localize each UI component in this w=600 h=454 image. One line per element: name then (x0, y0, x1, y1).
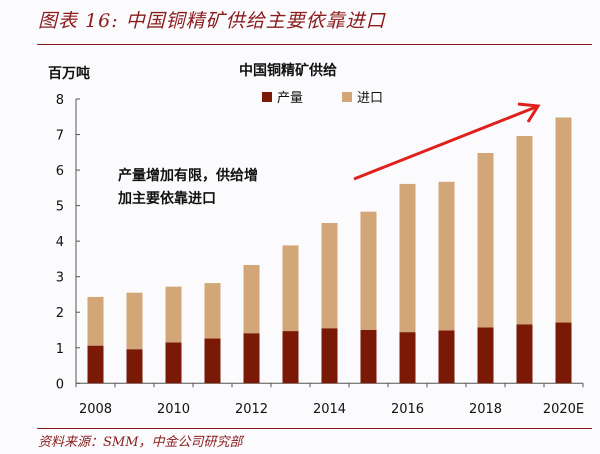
legend-label-imports: 进口 (357, 91, 383, 106)
bar-production-2012 (243, 333, 260, 384)
bar-imports-2009 (126, 292, 143, 350)
bar-production-2015 (360, 329, 377, 384)
y-tick-label: 0 (56, 377, 64, 392)
annotation-line-1: 产量增加有限，供给增 (118, 167, 258, 184)
bar-imports-2019 (516, 135, 533, 325)
y-tick-label: 1 (56, 342, 64, 357)
legend-swatch-production (262, 92, 272, 102)
bar-production-2017 (438, 330, 455, 384)
trend-arrow-line (353, 105, 537, 181)
bar-production-2011 (204, 338, 221, 384)
chart-title: 中国铜精矿供给 (239, 62, 337, 79)
bar-production-2013 (282, 331, 299, 384)
bar-imports-2008 (87, 296, 104, 346)
y-tick-label: 8 (56, 93, 64, 108)
legend: 产量 进口 (262, 91, 383, 106)
bar-production-2010 (165, 342, 182, 384)
bar-imports-2015 (360, 211, 377, 330)
x-tick-label: 2016 (391, 402, 424, 417)
legend-label-production: 产量 (277, 91, 303, 106)
bar-production-2016 (399, 332, 416, 384)
bar-imports-2018 (477, 153, 494, 328)
bar-imports-2011 (204, 283, 221, 339)
source-divider (37, 428, 592, 429)
bar-imports-2016 (399, 183, 416, 333)
y-tick-label: 4 (56, 235, 64, 250)
bar-production-2014 (321, 328, 338, 384)
title-divider (37, 44, 592, 45)
y-tick-label: 7 (56, 129, 64, 144)
source-note: 资料来源：SMM，中金公司研究部 (38, 435, 243, 450)
bar-production-2020E (555, 322, 572, 384)
y-tick-label: 5 (56, 200, 64, 215)
bar-imports-2020E (555, 117, 572, 323)
legend-swatch-imports (342, 92, 352, 102)
bar-imports-2014 (321, 223, 338, 329)
trend-arrow-head (517, 102, 541, 123)
bar-imports-2010 (165, 286, 182, 343)
bar-production-2008 (87, 345, 104, 384)
bar-production-2009 (126, 349, 143, 384)
x-tick-label: 2014 (313, 402, 346, 417)
annotation: 产量增加有限，供给增 加主要依靠进口 (117, 102, 541, 207)
x-tick-label: 2010 (157, 402, 190, 417)
y-tick-label: 3 (56, 271, 64, 286)
bar-imports-2017 (438, 181, 455, 331)
y-tick-label: 6 (56, 164, 64, 179)
bar-imports-2012 (243, 264, 260, 334)
x-tick-label: 2020E (543, 402, 584, 417)
bar-production-2019 (516, 324, 533, 384)
bar-production-2018 (477, 327, 494, 384)
x-tick-label: 2018 (469, 402, 502, 417)
figure-title: 图表 16: 中国铜精矿供给主要依靠进口 (38, 10, 386, 32)
bar-imports-2013 (282, 245, 299, 332)
y-tick-label: 2 (56, 306, 64, 321)
x-tick-label: 2012 (235, 402, 268, 417)
y-axis-label: 百万吨 (48, 65, 90, 82)
annotation-line-2: 加主要依靠进口 (117, 190, 216, 207)
x-tick-label: 2008 (79, 402, 112, 417)
